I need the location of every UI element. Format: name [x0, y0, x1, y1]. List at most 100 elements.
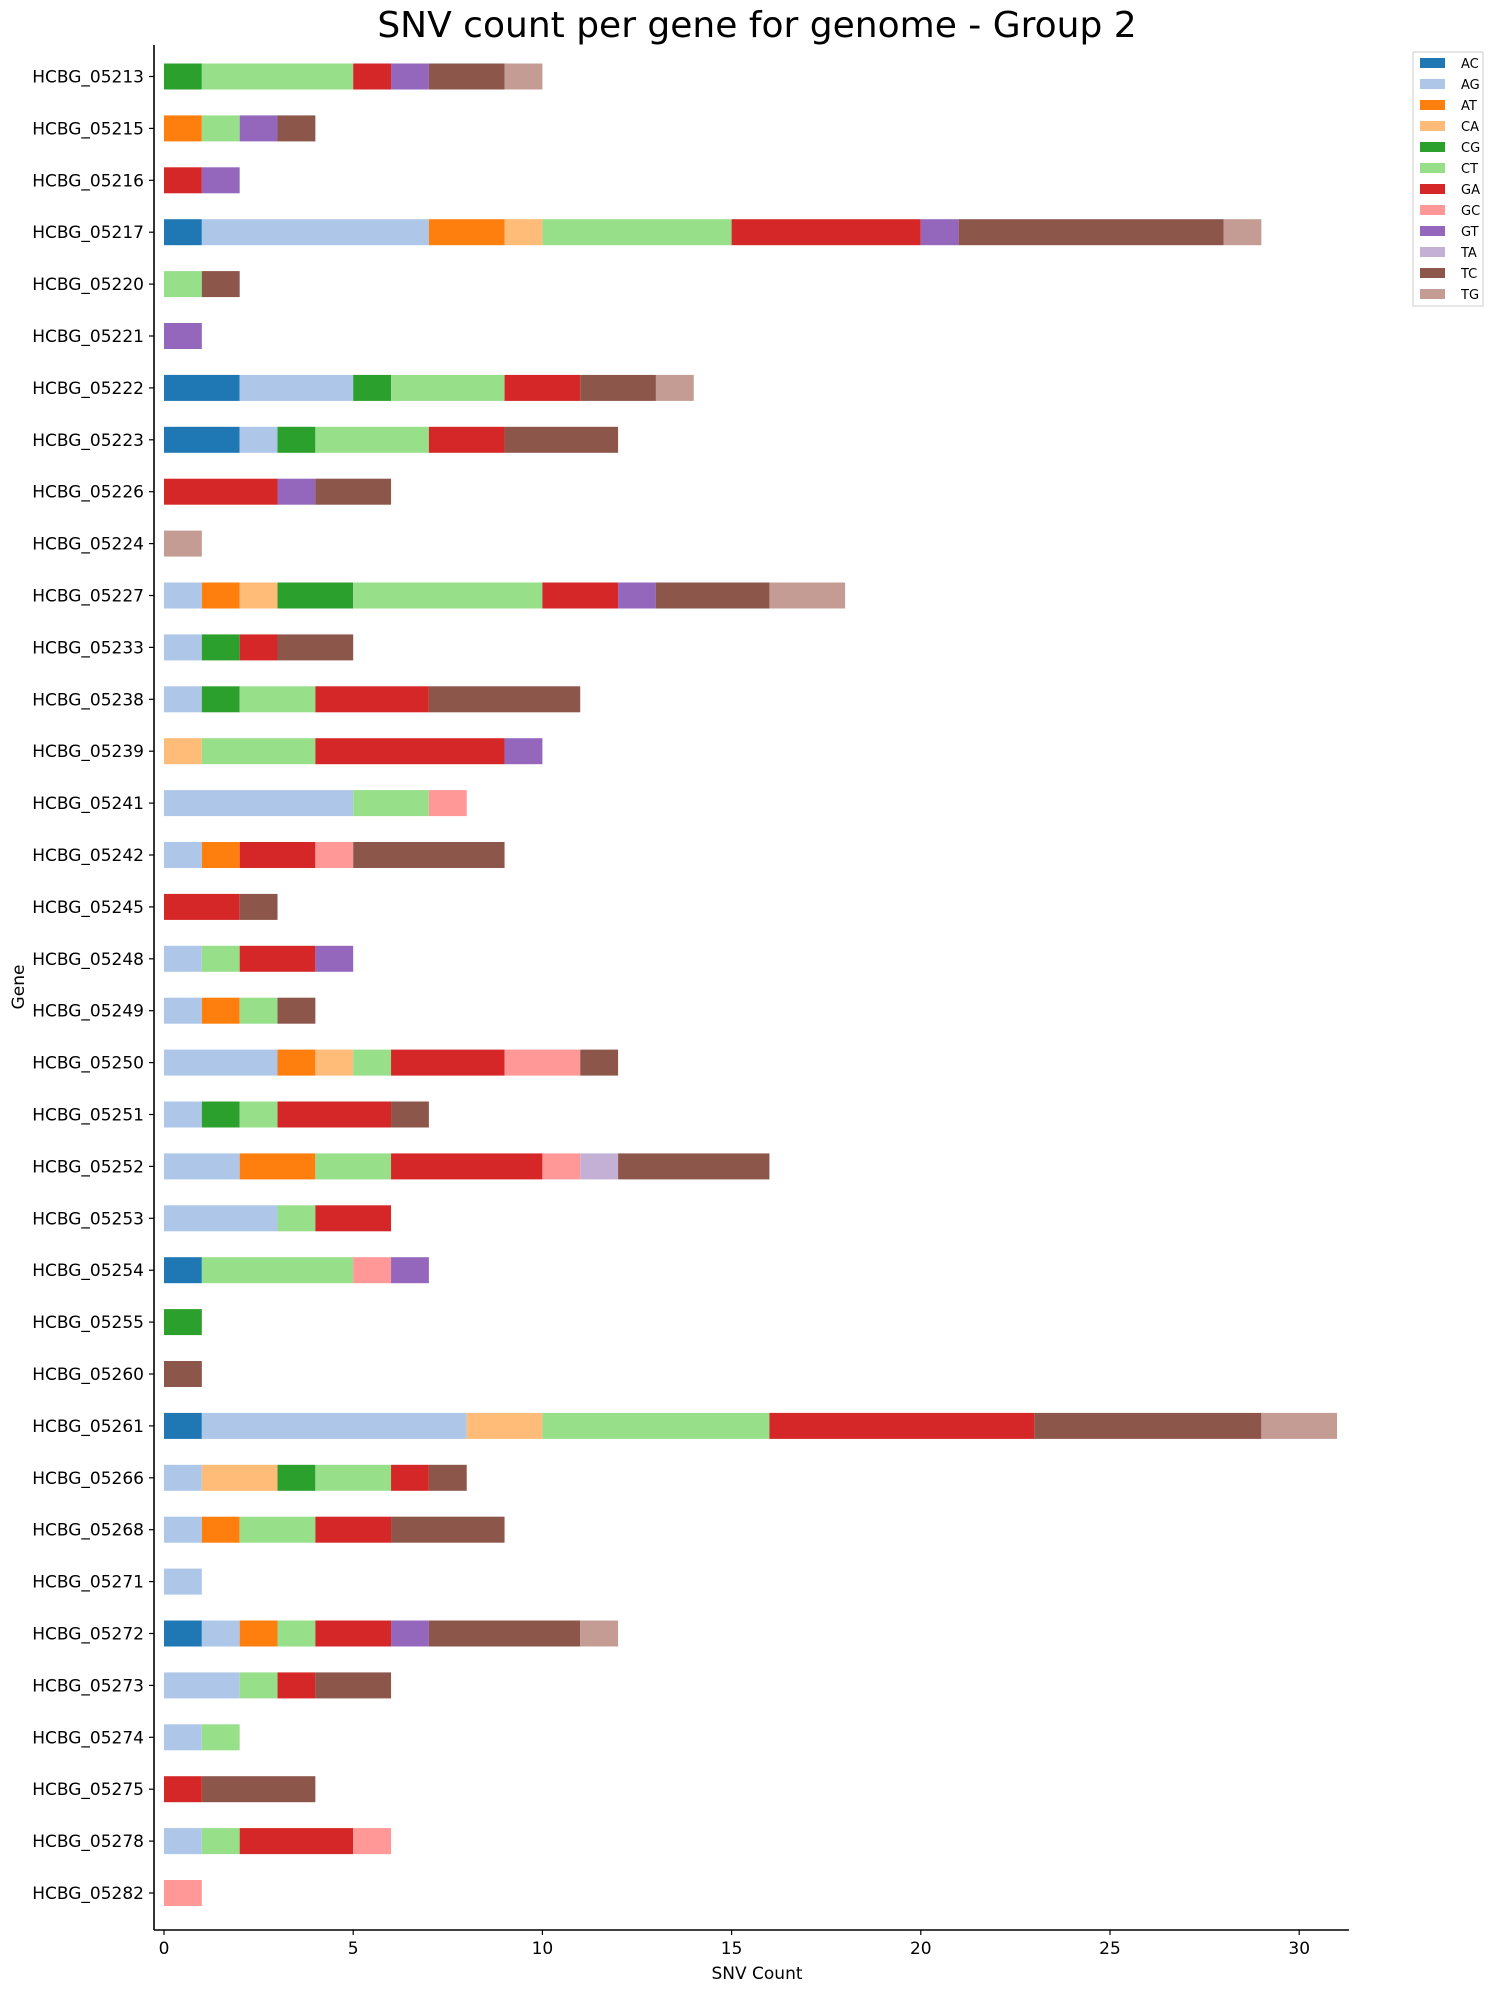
y-tick-label: HCBG_05249 — [32, 1002, 144, 1022]
bar-segment — [201, 1828, 240, 1855]
legend-label: TC — [1460, 267, 1477, 282]
chart-title: SNV count per gene for genome - Group 2 — [377, 5, 1136, 46]
bar-segment — [164, 530, 202, 557]
bar-segment — [391, 63, 429, 90]
bar-segment — [164, 1568, 202, 1595]
bar-segment — [580, 374, 656, 401]
bar-segment — [164, 945, 202, 972]
legend-label: AT — [1461, 99, 1477, 114]
bar-segment — [315, 1205, 392, 1232]
y-tick-label: HCBG_05275 — [32, 1780, 144, 1800]
y-tick-label: HCBG_05255 — [32, 1313, 144, 1333]
bar-segment — [239, 1620, 278, 1647]
bar-segment — [164, 582, 202, 609]
bar-segment — [164, 1828, 202, 1855]
legend-label: TA — [1460, 246, 1477, 261]
bar-segment — [201, 1412, 467, 1439]
legend-swatch — [1420, 142, 1445, 152]
legend-swatch — [1420, 100, 1445, 110]
bar-segment — [164, 115, 202, 142]
legend-frame — [1412, 51, 1484, 307]
bar-segment — [391, 1153, 543, 1180]
y-tick-label: HCBG_05260 — [32, 1365, 144, 1385]
bar-segment — [769, 582, 846, 609]
y-tick-label: HCBG_05248 — [32, 950, 144, 970]
bar-segment — [315, 686, 429, 713]
legend-swatch — [1420, 205, 1445, 215]
bar-segment — [277, 1049, 316, 1076]
y-tick-label: HCBG_05274 — [32, 1728, 144, 1748]
legend-label: CG — [1461, 141, 1480, 156]
y-tick-label: HCBG_05233 — [32, 638, 144, 658]
bar-segment — [769, 1412, 1035, 1439]
bar-segment — [542, 1153, 581, 1180]
bar-segment — [164, 271, 202, 298]
bar-segment — [164, 997, 202, 1024]
bar-segment — [315, 1153, 392, 1180]
bar-segment — [315, 426, 429, 453]
y-axis-label: Gene — [9, 965, 29, 1010]
y-tick-label: HCBG_05216 — [32, 171, 144, 191]
bar-segment — [542, 219, 732, 246]
bar-segment — [315, 1620, 392, 1647]
legend-label: TG — [1460, 288, 1479, 303]
bar-segment — [201, 582, 240, 609]
bar-segment — [164, 634, 202, 661]
bar-segment — [239, 686, 316, 713]
y-tick-label: HCBG_05226 — [32, 483, 144, 503]
bar-segment — [391, 374, 505, 401]
bar-segment — [201, 1101, 240, 1128]
x-tick-label: 0 — [159, 1939, 170, 1959]
y-tick-label: HCBG_05224 — [32, 535, 144, 555]
y-tick-label: HCBG_05242 — [32, 846, 144, 866]
bar-segment — [201, 115, 240, 142]
bar-segment — [201, 945, 240, 972]
bar-segment — [164, 374, 240, 401]
bar-segment — [164, 323, 202, 349]
bar-segment — [164, 893, 240, 920]
bar-segment — [277, 478, 316, 505]
bar-segment — [504, 219, 543, 246]
bar-segment — [277, 426, 316, 453]
bar-segment — [164, 1257, 202, 1284]
bar-segment — [655, 582, 770, 609]
y-tick-label: HCBG_05241 — [32, 794, 144, 814]
legend-label: GC — [1461, 204, 1480, 219]
bar-segment — [164, 1153, 240, 1180]
y-tick-label: HCBG_05220 — [32, 275, 144, 295]
bar-segment — [164, 426, 240, 453]
bar-segment — [239, 842, 316, 868]
y-tick-label: HCBG_05250 — [32, 1054, 144, 1074]
y-tick-label: HCBG_05217 — [32, 223, 144, 243]
bar-segment — [277, 582, 354, 609]
legend-swatch — [1420, 226, 1445, 236]
x-axis-label: SNV Count — [711, 1964, 802, 1984]
bar-segment — [353, 582, 543, 609]
bar-segment — [504, 63, 543, 90]
bar-segment — [315, 1049, 354, 1076]
bar-segment — [201, 167, 240, 194]
bar-segment — [164, 1205, 278, 1232]
legend-label: AG — [1461, 78, 1480, 93]
bar-segment — [164, 1620, 202, 1647]
y-tick-label: HCBG_05239 — [32, 742, 144, 762]
bar-segment — [1261, 1412, 1338, 1439]
bar-segment — [239, 893, 278, 920]
bar-segment — [164, 790, 354, 817]
x-tick-label: 20 — [910, 1939, 932, 1959]
bar-segment — [428, 63, 505, 90]
y-tick-label: HCBG_05245 — [32, 898, 144, 918]
bar-segment — [201, 842, 240, 868]
y-tick-label: HCBG_05221 — [32, 327, 144, 347]
bar-segment — [239, 582, 278, 609]
bar-segment — [239, 115, 278, 142]
bar-segment — [164, 1049, 278, 1076]
bar-segment — [201, 271, 240, 298]
bar-segment — [164, 738, 202, 765]
bar-segment — [315, 842, 354, 868]
legend-swatch — [1420, 79, 1445, 89]
legend-swatch — [1420, 184, 1445, 194]
bar-segment — [504, 738, 543, 765]
bar-segment — [164, 842, 202, 868]
